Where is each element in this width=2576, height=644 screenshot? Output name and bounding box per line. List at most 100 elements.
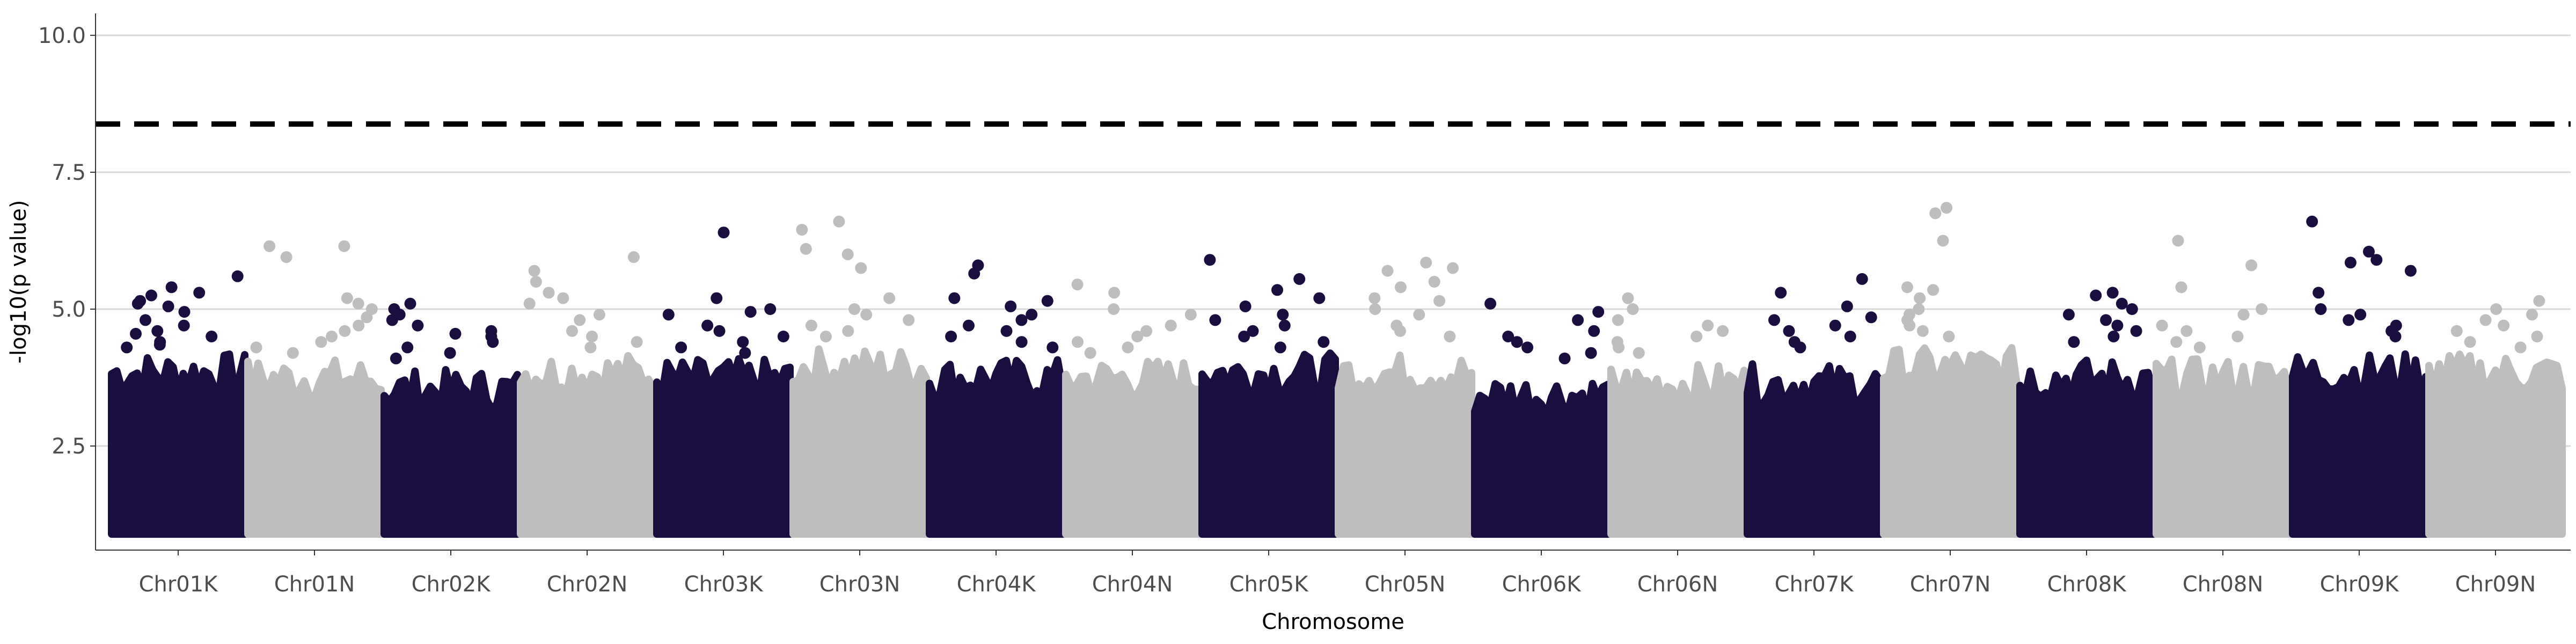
snp-point — [1271, 284, 1283, 296]
snp-point — [1929, 207, 1942, 219]
chromosome-cloud — [244, 356, 385, 538]
snp-point — [627, 251, 640, 264]
snp-point — [1000, 325, 1013, 337]
snp-point — [1071, 279, 1084, 291]
snp-point — [287, 347, 299, 359]
snp-point — [2464, 336, 2476, 348]
snp-point — [2389, 331, 2402, 342]
y-tick-label: 7.5 — [52, 160, 86, 185]
snp-point — [386, 314, 398, 326]
x-tick-label: Chr07N — [1910, 572, 1991, 597]
snp-point — [530, 276, 542, 288]
snp-point — [1368, 292, 1381, 304]
snp-point — [1844, 331, 1856, 342]
snp-point — [1165, 319, 1177, 332]
snp-point — [449, 327, 462, 340]
snp-point — [2106, 287, 2119, 299]
snp-point — [557, 292, 569, 304]
snp-point — [2306, 215, 2318, 228]
snp-point — [2312, 287, 2325, 299]
snp-point — [338, 240, 350, 252]
snp-point — [1627, 303, 1639, 315]
snp-point — [178, 306, 191, 318]
snp-point — [178, 319, 190, 332]
snp-point — [1140, 325, 1153, 337]
snp-point — [162, 300, 174, 312]
snp-point — [631, 336, 643, 348]
snp-point — [739, 347, 751, 359]
snp-point — [165, 281, 178, 294]
snp-point — [805, 319, 817, 332]
snp-point — [2343, 314, 2355, 326]
snp-point — [1588, 325, 1600, 337]
snp-point — [1502, 331, 1514, 342]
snp-point — [2237, 309, 2250, 321]
significant-points — [121, 202, 2545, 364]
snp-point — [231, 270, 244, 282]
snp-point — [2450, 325, 2463, 337]
chromosome-cloud — [2016, 356, 2157, 538]
snp-point — [130, 327, 142, 340]
snp-point — [1428, 276, 1440, 288]
snp-point — [1238, 331, 1250, 342]
snp-point — [1941, 202, 1952, 214]
axes — [95, 13, 2571, 551]
snp-point — [713, 325, 726, 337]
snp-point — [1613, 341, 1625, 354]
snp-point — [2100, 314, 2112, 326]
chromosome-cloud — [1744, 360, 1884, 538]
snp-point — [2490, 303, 2502, 315]
snp-point — [1901, 281, 1913, 294]
snp-point — [566, 325, 578, 337]
y-tick-label: 2.5 — [52, 434, 86, 459]
snp-point — [833, 215, 845, 228]
x-tick-label: Chr04N — [1092, 572, 1173, 597]
snp-point — [1943, 331, 1955, 342]
snp-point — [1927, 284, 1940, 296]
x-tick-label: Chr01K — [139, 572, 219, 597]
chromosome-cloud — [108, 350, 248, 538]
snp-point — [2193, 341, 2206, 354]
chromosome-cloud — [517, 352, 657, 538]
snp-point — [711, 292, 723, 304]
snp-point — [860, 309, 873, 321]
snp-point — [796, 224, 808, 236]
snp-point — [2175, 281, 2187, 294]
snp-point — [193, 287, 206, 299]
snp-point — [948, 292, 961, 304]
snp-point — [2344, 257, 2357, 269]
snp-point — [1856, 273, 1868, 285]
snp-point — [1041, 295, 1053, 307]
snp-point — [1046, 341, 1059, 354]
snp-point — [315, 336, 327, 348]
snp-point — [2245, 259, 2258, 272]
chromosome-cloud — [380, 366, 521, 538]
x-tick-label: Chr02N — [547, 572, 628, 597]
snp-point — [1937, 235, 1949, 247]
snp-point — [1420, 257, 1432, 269]
snp-point — [206, 331, 218, 342]
snp-point — [718, 226, 730, 239]
x-tick-label: Chr05K — [1230, 572, 1309, 597]
snp-point — [1633, 347, 1645, 359]
snp-point — [2498, 319, 2510, 332]
snp-point — [352, 297, 364, 310]
snp-point — [1585, 347, 1597, 359]
snp-point — [1511, 336, 1523, 348]
x-axis-title: Chromosome — [1262, 610, 1404, 634]
chromosome-cloud — [653, 355, 794, 538]
snp-point — [1369, 303, 1381, 315]
chromosome-cloud — [1062, 357, 1203, 538]
snp-point — [744, 306, 757, 318]
chromosome-cloud — [2153, 355, 2293, 538]
snp-point — [2404, 265, 2417, 277]
x-tick-label: Chr01N — [274, 572, 355, 597]
snp-point — [1622, 292, 1634, 304]
snp-point — [1072, 336, 1084, 348]
snp-point — [2107, 331, 2120, 342]
snp-point — [1572, 314, 1584, 326]
x-tick-label: Chr09K — [2320, 572, 2400, 597]
snp-point — [2354, 309, 2367, 321]
y-tick-labels: 2.5 5.0 7.5 10.0 — [38, 24, 96, 459]
snp-point — [487, 336, 499, 348]
